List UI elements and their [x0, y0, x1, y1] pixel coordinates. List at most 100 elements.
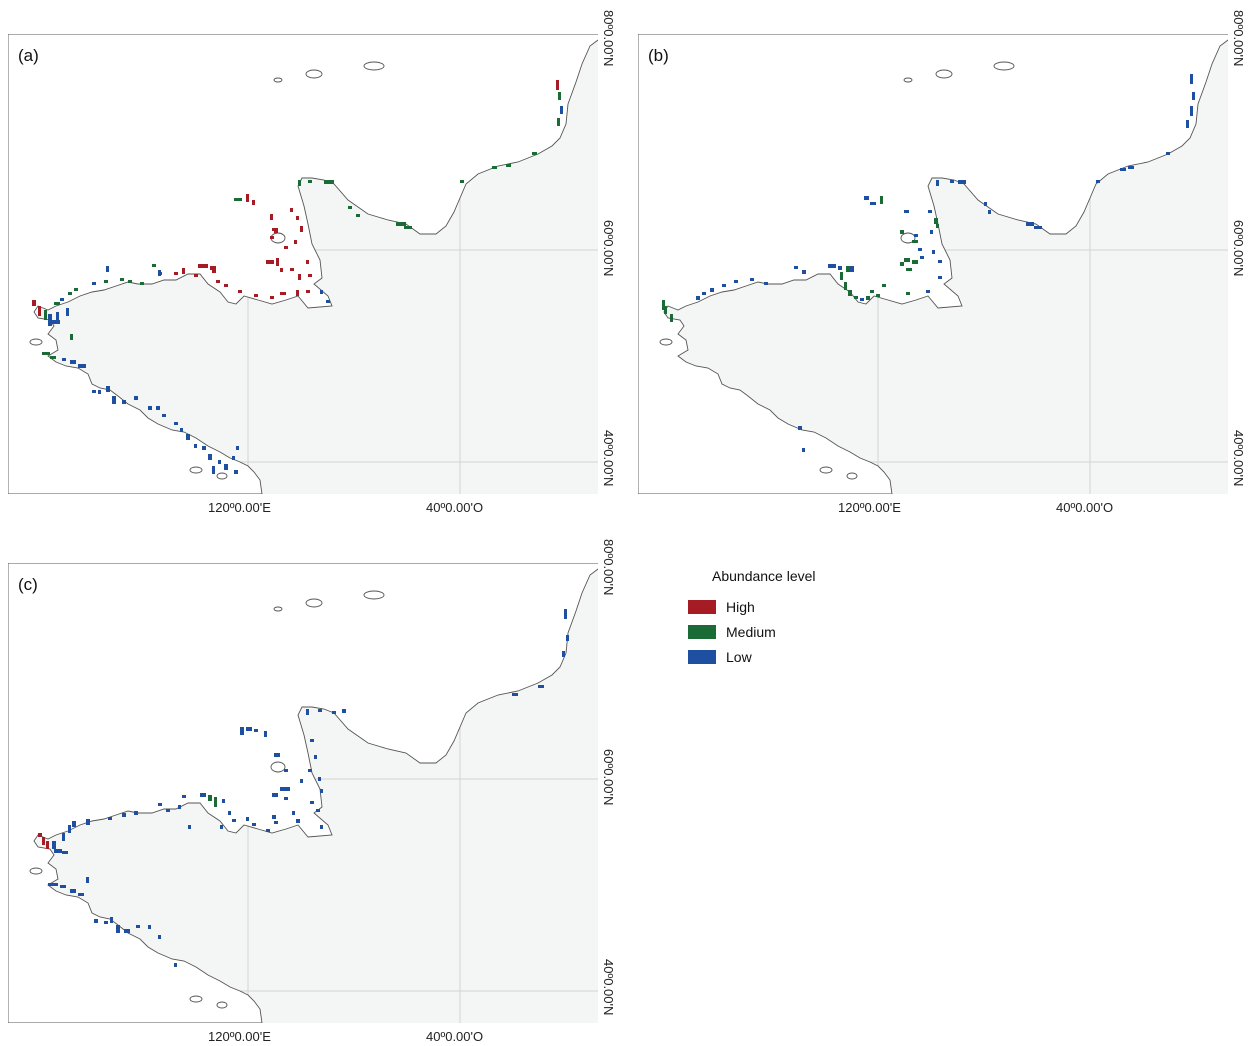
abundance-cell-low [918, 248, 922, 251]
abundance-cell-high [38, 306, 41, 316]
abundance-cell-medium [506, 164, 511, 167]
lon-label-120e: 120º0.00'E [208, 500, 271, 515]
abundance-cell-low [1120, 168, 1126, 171]
abundance-cell-low [110, 917, 113, 923]
land-france [8, 34, 598, 494]
abundance-cell-low [566, 635, 569, 641]
island [216, 472, 228, 480]
abundance-cell-high [556, 80, 559, 90]
abundance-cell-low [802, 270, 806, 274]
abundance-cell-low [1186, 120, 1189, 128]
abundance-cell-low [194, 444, 197, 448]
abundance-cell-low [926, 290, 930, 293]
abundance-cell-low [92, 390, 96, 393]
abundance-cell-low [764, 282, 768, 285]
abundance-cell-low [92, 282, 96, 285]
abundance-cell-low [104, 921, 108, 924]
abundance-cell-low [794, 266, 798, 269]
legend-label-high: High [726, 598, 755, 615]
lat-label-40: 40º0.00'N [601, 959, 616, 1016]
abundance-cell-medium [404, 226, 412, 229]
abundance-cell-medium [70, 334, 73, 340]
island [363, 61, 385, 71]
abundance-cell-medium [324, 180, 334, 184]
abundance-cell-high [290, 208, 293, 212]
abundance-cell-high [308, 274, 312, 277]
abundance-cell-low [116, 925, 120, 933]
panel-tag-a: (a) [18, 46, 39, 65]
abundance-cell-medium [298, 180, 301, 186]
abundance-cell-low [232, 819, 236, 822]
abundance-cell-medium [50, 356, 56, 359]
abundance-cell-medium [844, 282, 847, 290]
abundance-cell-low [158, 935, 161, 939]
abundance-cell-low [252, 823, 256, 826]
abundance-cell-medium [904, 258, 910, 262]
abundance-cell-low [734, 280, 738, 283]
lon-label-120e: 120º0.00'E [838, 500, 901, 515]
abundance-cell-high [46, 841, 49, 849]
abundance-cell-low [246, 817, 249, 821]
abundance-cell-low [232, 456, 235, 460]
abundance-cell-low [158, 803, 162, 806]
abundance-cell-high [266, 260, 274, 264]
abundance-cell-low [722, 284, 726, 287]
abundance-cell-low [838, 266, 842, 270]
abundance-cell-medium [140, 282, 144, 285]
abundance-cell-low [860, 298, 864, 301]
island [270, 761, 286, 773]
abundance-cell-low [78, 893, 84, 896]
abundance-cell-low [326, 300, 330, 303]
abundance-cell-low [174, 422, 178, 425]
island [273, 77, 283, 83]
island [305, 69, 323, 79]
abundance-cell-low [108, 817, 112, 820]
abundance-cell-high [246, 194, 249, 202]
abundance-cell-low [106, 266, 109, 272]
abundance-cell-low [300, 779, 303, 783]
abundance-cell-high [182, 268, 185, 274]
abundance-cell-low [280, 787, 290, 791]
abundance-cell-low [1034, 226, 1042, 229]
abundance-cell-low [98, 390, 101, 394]
abundance-cell-low [538, 685, 544, 688]
abundance-cell-medium [906, 268, 912, 271]
abundance-cell-low [696, 296, 700, 300]
abundance-cell-medium [870, 290, 874, 293]
abundance-cell-low [850, 266, 854, 272]
map-a-svg [8, 34, 598, 494]
abundance-cell-low [124, 929, 130, 933]
island [216, 1001, 228, 1009]
island [305, 598, 323, 608]
lat-label-80: 80º0.00'N [601, 10, 616, 67]
abundance-cell-low [308, 769, 312, 772]
abundance-cell-low [1166, 152, 1170, 155]
abundance-cell-low [224, 464, 228, 470]
abundance-cell-high [284, 246, 288, 249]
abundance-cell-low [48, 314, 52, 326]
abundance-cell-low [950, 180, 954, 183]
abundance-cell-low [798, 426, 802, 430]
abundance-cell-low [218, 460, 221, 464]
abundance-cell-low [94, 919, 98, 923]
abundance-cell-low [106, 386, 110, 392]
abundance-cell-medium [234, 198, 242, 201]
abundance-cell-low [306, 709, 309, 715]
abundance-cell-low [220, 825, 223, 829]
abundance-cell-medium [208, 795, 212, 801]
abundance-cell-medium [936, 224, 939, 228]
abundance-cell-high [224, 284, 228, 287]
abundance-cell-high [32, 300, 36, 306]
abundance-cell-low [266, 829, 270, 832]
abundance-cell-low [936, 180, 939, 186]
lat-label-80: 80º0.00'N [1231, 10, 1246, 67]
abundance-cell-low [914, 234, 918, 237]
abundance-cell-high [38, 833, 42, 837]
abundance-cell-low [212, 466, 215, 474]
abundance-cell-low [870, 202, 876, 205]
abundance-cell-low [318, 709, 322, 712]
abundance-cell-high [252, 200, 255, 205]
abundance-cell-low [274, 821, 278, 824]
abundance-cell-low [984, 202, 987, 206]
map-panel-a: (a) 80º0.00'N 60º0.00'N 40º0.00'N 120º0.… [8, 10, 616, 515]
